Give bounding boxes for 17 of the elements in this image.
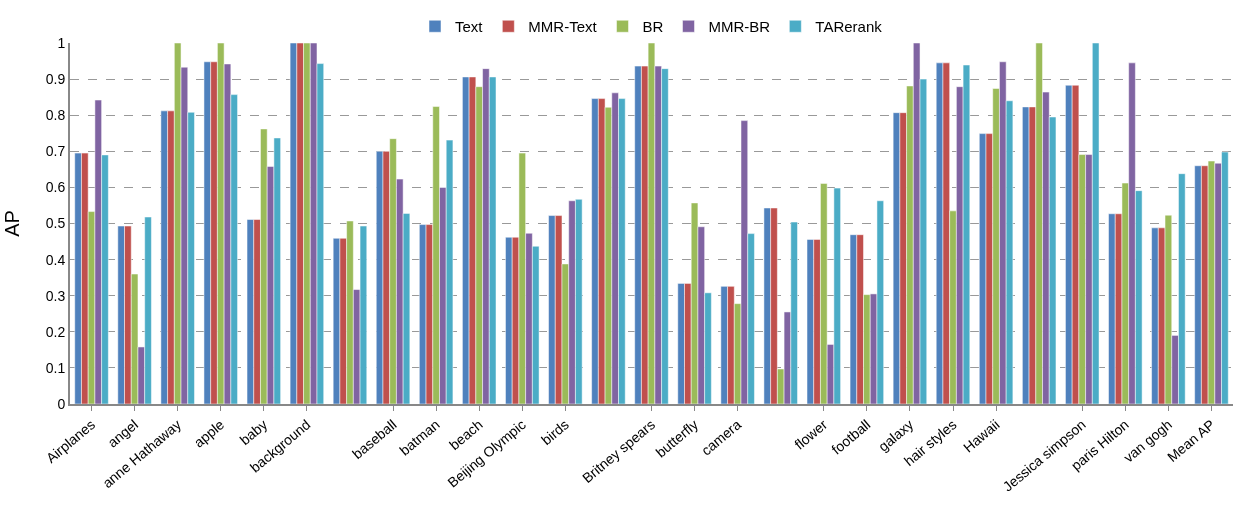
y-tick-label: 0.3 (45, 287, 66, 304)
y-tick-label: 0 (57, 395, 66, 412)
y-tick-label: 0.4 (45, 251, 66, 268)
legend-label: MMR-BR (708, 18, 771, 36)
y-tick-label: 1 (57, 34, 66, 51)
y-axis-title: AP (1, 210, 23, 237)
y-tick-label: 0.7 (45, 143, 66, 160)
y-tick-label: 0.5 (45, 215, 66, 232)
legend-label: TARerank (815, 18, 883, 36)
y-tick-label: 0.2 (45, 323, 66, 340)
legend-label: Text (455, 18, 484, 36)
y-tick-label: 0.9 (45, 71, 66, 87)
legend-label: BR (642, 18, 664, 36)
legend-label: MMR-Text (528, 18, 598, 36)
y-tick-label: 0.8 (45, 107, 66, 124)
y-tick-label: 0.1 (45, 359, 66, 376)
y-tick-label: 0.6 (45, 179, 66, 196)
